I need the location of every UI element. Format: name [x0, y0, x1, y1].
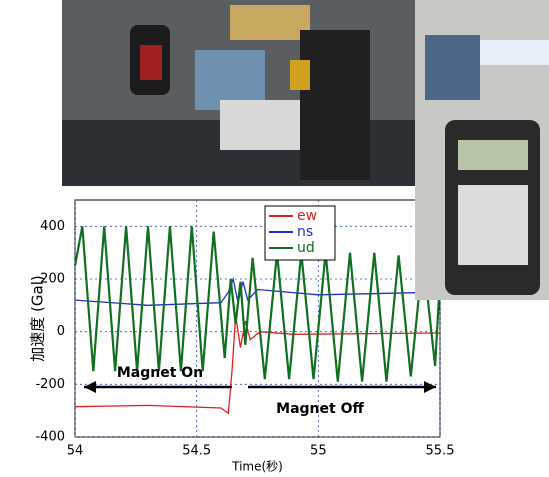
x-tick-label: 55.5 — [426, 444, 455, 459]
annotation-arrowhead — [84, 381, 96, 393]
chart-frame — [74, 199, 441, 438]
y-axis-label: 加速度 (Gal) — [29, 275, 47, 361]
annotation: Magnet On — [117, 365, 203, 381]
y-tick-label: -200 — [35, 377, 65, 392]
photo-right — [415, 0, 549, 300]
annotation: Magnet Off — [276, 401, 364, 417]
legend-label: ew — [297, 208, 317, 224]
photo-left — [62, 0, 415, 186]
series-line — [73, 226, 442, 382]
x-axis-label: Time(秒) — [231, 460, 283, 474]
legend-label: ud — [297, 240, 315, 256]
x-tick-label: 55 — [310, 444, 327, 459]
y-tick-label: 400 — [40, 219, 65, 234]
y-tick-label: -400 — [35, 430, 65, 445]
legend-label: ns — [297, 224, 313, 240]
series-line — [74, 315, 441, 415]
y-tick-label: 0 — [57, 324, 65, 339]
annotation-arrowhead — [424, 381, 436, 393]
x-tick-label: 54.5 — [182, 444, 211, 459]
x-tick-label: 54 — [67, 444, 84, 459]
y-tick-label: 200 — [40, 272, 65, 287]
